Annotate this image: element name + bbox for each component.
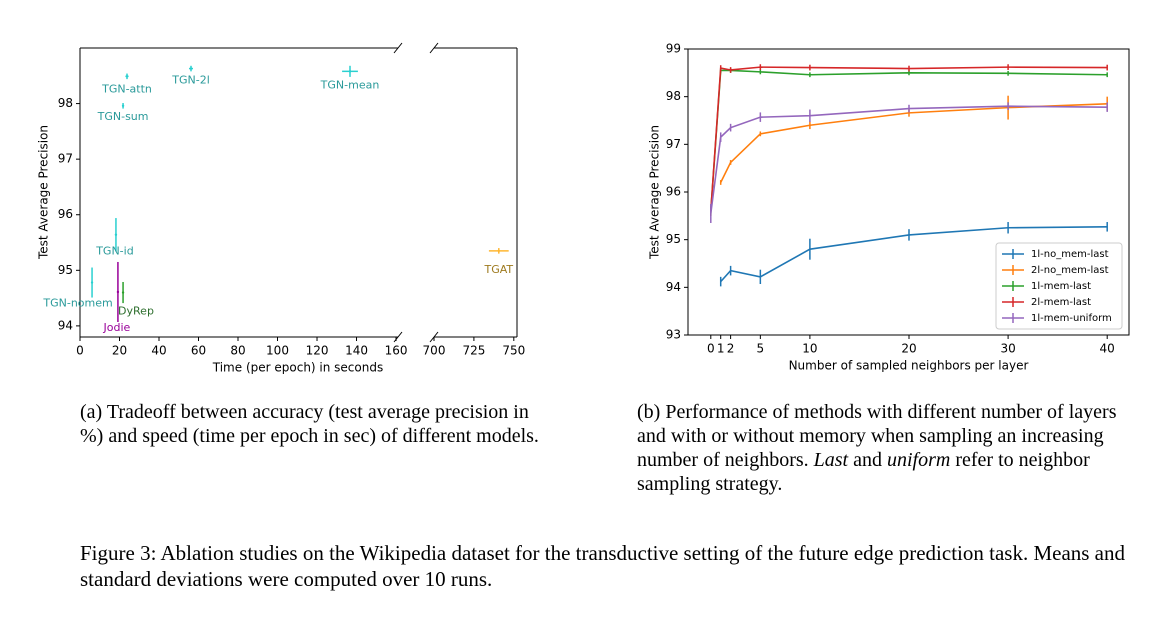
x-tick-label: 100	[266, 344, 289, 358]
caption-text: and	[848, 449, 887, 471]
x-tick-label: 0	[707, 342, 715, 356]
y-axis-label: Test Average Precision	[37, 125, 51, 260]
x-tick-label: 60	[191, 344, 206, 358]
subcaption-a: (a) Tradeoff between accuracy (test aver…	[80, 401, 539, 447]
y-tick-label: 94	[666, 280, 681, 294]
x-tick-label: 20	[112, 344, 127, 358]
caption-text: (b) Performance of methods with differen…	[637, 401, 1117, 471]
y-tick-label: 98	[666, 89, 681, 103]
x-tick-label: 120	[306, 344, 329, 358]
series-line	[709, 66, 1108, 212]
y-tick-label: 96	[58, 207, 73, 221]
caption-italic: uniform	[887, 449, 951, 471]
legend-label: 2l-mem-last	[1031, 297, 1091, 308]
point	[348, 70, 352, 73]
point	[497, 249, 501, 253]
point	[121, 104, 125, 108]
point-label: TGN-attn	[101, 82, 152, 95]
point-label: TGN-sum	[97, 110, 149, 123]
point-label: Jodie	[103, 321, 131, 334]
axis-break	[429, 42, 439, 54]
y-tick-label: 96	[666, 185, 681, 199]
x-tick-label: 2	[727, 342, 735, 356]
x-tick-label: 140	[345, 344, 368, 358]
y-tick-label: 97	[58, 152, 73, 166]
legend-label: 1l-mem-last	[1031, 281, 1091, 292]
y-tick-label: 93	[666, 328, 681, 342]
point	[125, 75, 129, 78]
caption-text: refer to neighbor sampling strategy.	[637, 449, 1090, 495]
series-line	[709, 105, 1108, 214]
legend-label: 2l-no_mem-last	[1031, 265, 1109, 276]
subcaption-b: (b) Performance of methods with differen…	[637, 400, 1142, 496]
legend-label: 1l-no_mem-last	[1031, 249, 1109, 260]
point-label: TGN-nomem	[42, 297, 112, 310]
figure-caption: Figure 3: Ablation studies on the Wikipe…	[80, 541, 1126, 591]
y-tick-label: 95	[666, 232, 681, 246]
y-tick-label: 97	[666, 137, 681, 151]
point	[121, 291, 125, 294]
x-axis-label: Number of sampled neighbors per layer	[789, 359, 1029, 373]
point	[114, 233, 118, 236]
x-tick-label: 725	[462, 344, 485, 358]
x-tick-label: 80	[230, 344, 245, 358]
legend-box	[995, 242, 1123, 330]
point-label: TGN-mean	[320, 78, 380, 91]
x-tick-label: 0	[76, 344, 84, 358]
y-tick-label: 94	[58, 318, 73, 332]
axis-break	[393, 331, 403, 343]
x-tick-label: 10	[802, 342, 817, 356]
y-tick-label: 99	[666, 42, 681, 56]
point	[90, 281, 94, 284]
point	[116, 290, 120, 294]
x-tick-label: 20	[901, 342, 916, 356]
x-tick-label: 700	[423, 344, 446, 358]
x-tick-label: 30	[1000, 342, 1015, 356]
legend-label: 1l-mem-uniform	[1031, 313, 1112, 324]
x-tick-label: 40	[151, 344, 166, 358]
x-tick-label: 160	[385, 344, 408, 358]
point-label: TGN-id	[95, 245, 133, 258]
y-axis-label: Test Average Precision	[648, 125, 662, 260]
caption-italic: Last	[813, 449, 849, 471]
y-tick-label: 98	[58, 96, 73, 110]
point-label: DyRep	[118, 305, 154, 318]
x-axis-label: Time (per epoch) in seconds	[212, 361, 383, 375]
y-tick-label: 95	[58, 263, 73, 277]
axis-break	[393, 42, 403, 54]
point-label: TGN-2l	[171, 74, 210, 87]
series-line	[719, 103, 1108, 183]
x-tick-label: 1	[717, 342, 725, 356]
series-line	[709, 69, 1108, 212]
x-tick-label: 40	[1100, 342, 1115, 356]
x-tick-label: 5	[757, 342, 765, 356]
point	[189, 67, 193, 70]
x-tick-label: 750	[502, 344, 525, 358]
point-label: TGAT	[483, 263, 513, 276]
